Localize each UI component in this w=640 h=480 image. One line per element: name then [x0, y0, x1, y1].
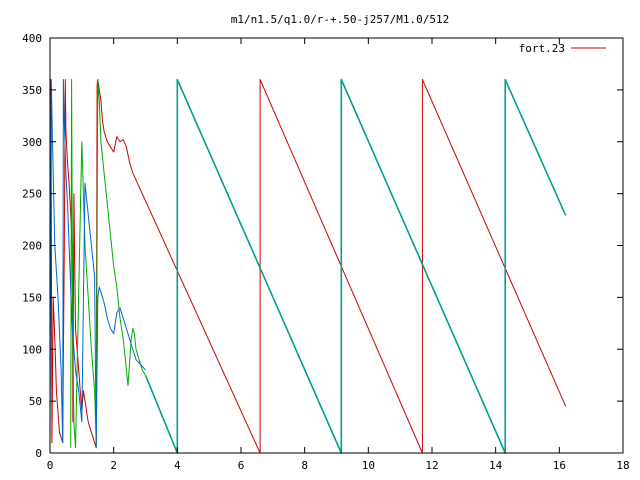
y-tick-label: 200	[22, 240, 42, 253]
x-tick-label: 4	[174, 459, 181, 472]
plot-frame	[49, 37, 624, 454]
y-tick-label: 350	[22, 84, 42, 97]
x-tick-label: 16	[553, 459, 566, 472]
x-tick-label: 14	[489, 459, 503, 472]
y-tick-label: 300	[22, 136, 42, 149]
legend: fort.23	[519, 42, 606, 55]
series-line-4	[144, 78, 567, 454]
legend-label: fort.23	[519, 42, 565, 55]
series-line-1	[49, 79, 567, 454]
chart-title: m1/n1.5/q1.0/r-+.50-j257/M1.0/512	[231, 13, 450, 26]
y-tick-label: 100	[22, 343, 42, 356]
y-tick-label: 0	[35, 447, 42, 460]
series-line-3	[49, 79, 146, 449]
x-tick-label: 2	[110, 459, 117, 472]
x-tick-label: 6	[238, 459, 245, 472]
x-tick-label: 8	[301, 459, 308, 472]
x-tick-label: 0	[47, 459, 54, 472]
x-tick-label: 18	[616, 459, 629, 472]
x-tick-label: 12	[425, 459, 438, 472]
series-layer	[49, 78, 567, 454]
ticks-layer: 0 2 4 6 8 10 12 14 16 18 0 50 100 150 200 250 300 350 400	[22, 32, 630, 472]
y-tick-label: 400	[22, 32, 42, 45]
x-tick-label: 10	[362, 459, 375, 472]
series-line-2	[70, 79, 146, 449]
y-tick-label: 250	[22, 188, 42, 201]
y-tick-label: 150	[22, 291, 42, 304]
y-tick-label: 50	[29, 395, 42, 408]
